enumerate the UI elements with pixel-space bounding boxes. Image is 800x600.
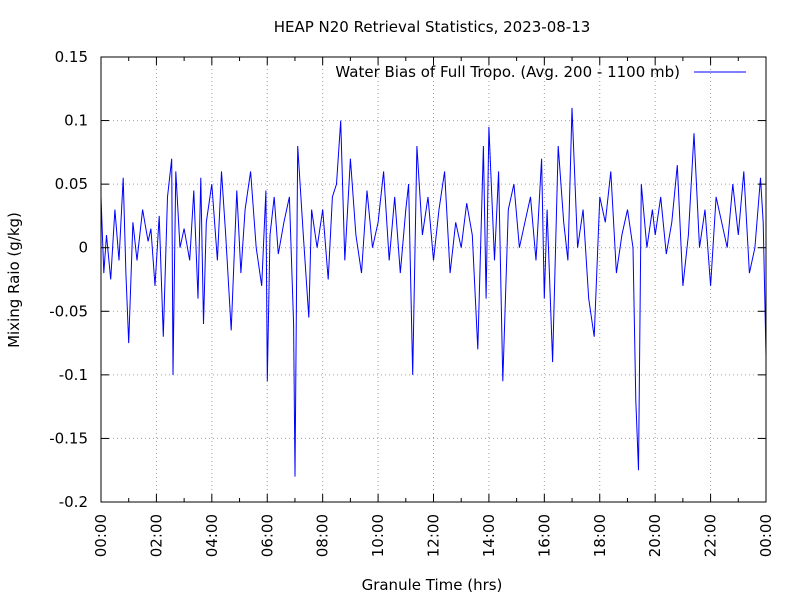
y-tick-label: 0.05 [55, 175, 88, 193]
series [100, 107, 767, 477]
y-tick-label: 0 [78, 239, 88, 257]
y-tick-label: -0.1 [59, 366, 88, 384]
y-axis-label: Mixing Raio (g/kg) [5, 212, 23, 348]
x-tick-label: 00:00 [757, 514, 775, 557]
y-tick-label: -0.15 [49, 429, 88, 447]
x-tick-label: 12:00 [425, 514, 443, 557]
x-tick-label: 02:00 [147, 514, 165, 557]
chart-title: HEAP N20 Retrieval Statistics, 2023-08-1… [274, 18, 591, 36]
series-line [100, 107, 767, 477]
y-tick-label: -0.05 [49, 302, 88, 320]
x-tick-label: 14:00 [480, 514, 498, 557]
x-tick-label: 04:00 [203, 514, 221, 557]
x-tick-label: 00:00 [92, 514, 110, 557]
x-tick-label: 22:00 [702, 514, 720, 557]
grid [101, 57, 766, 502]
x-axis: 00:00 02:00 04:00 06:00 08:00 10:00 12:00 14:00… [92, 57, 775, 557]
x-tick-label: 08:00 [314, 514, 332, 557]
y-tick-label: -0.2 [59, 493, 88, 511]
legend-label: Water Bias of Full Tropo. (Avg. 200 - 11… [335, 63, 680, 81]
x-tick-label: 10:00 [369, 514, 387, 557]
plot-frame [100, 56, 767, 503]
x-tick-label: 16:00 [535, 514, 553, 557]
x-tick-label: 20:00 [646, 514, 664, 557]
legend: Water Bias of Full Tropo. (Avg. 200 - 11… [335, 63, 746, 81]
y-axis: 0.15 0.1 0.05 0 -0.05 -0.1 -0.15 -0.2 [49, 48, 766, 511]
y-tick-label: 0.1 [64, 112, 88, 130]
x-tick-label: 06:00 [258, 514, 276, 557]
x-axis-label: Granule Time (hrs) [362, 576, 503, 594]
y-tick-label: 0.15 [55, 48, 88, 66]
x-tick-label: 18:00 [591, 514, 609, 557]
